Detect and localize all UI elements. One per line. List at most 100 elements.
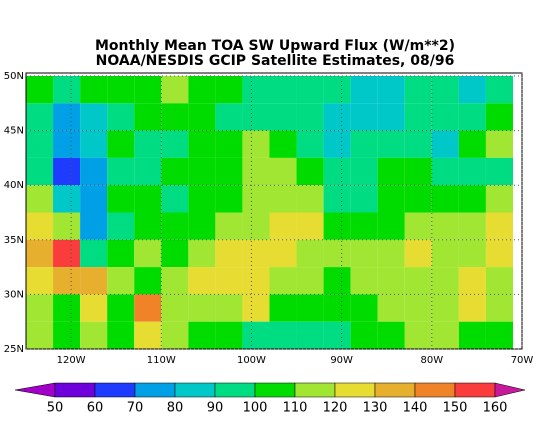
y-tick-label: 35N xyxy=(4,235,24,246)
colorbar-label: 150 xyxy=(443,401,468,416)
flux-cell xyxy=(26,239,54,268)
flux-cell xyxy=(377,103,405,131)
flux-cell xyxy=(377,130,405,158)
flux-cell xyxy=(215,130,243,158)
flux-cell xyxy=(26,76,54,104)
flux-cell xyxy=(269,267,297,295)
flux-cell xyxy=(215,76,243,104)
flux-cell xyxy=(431,294,459,322)
flux-cell xyxy=(458,157,486,186)
flux-cell xyxy=(431,212,459,240)
flux-cell xyxy=(269,212,297,240)
flux-cell xyxy=(404,212,432,240)
flux-cell xyxy=(296,321,324,349)
flux-cell xyxy=(134,185,162,213)
flux-cell xyxy=(188,294,216,322)
flux-cell xyxy=(53,76,81,104)
flux-cell xyxy=(485,185,513,213)
flux-cell xyxy=(107,185,135,213)
flux-cell xyxy=(26,157,54,186)
flux-cell xyxy=(107,239,135,268)
flux-cell xyxy=(134,294,162,322)
flux-cell xyxy=(188,321,216,349)
flux-cell xyxy=(242,212,270,240)
flux-cell xyxy=(26,212,54,240)
flux-cell xyxy=(188,212,216,240)
flux-cell xyxy=(26,294,54,322)
flux-cell xyxy=(404,239,432,268)
colorbar-box xyxy=(174,382,216,398)
flux-cell xyxy=(431,130,459,158)
flux-cell xyxy=(134,103,162,131)
flux-cell xyxy=(296,157,324,186)
flux-cell xyxy=(215,239,243,268)
flux-cell xyxy=(215,321,243,349)
flux-cell xyxy=(377,321,405,349)
flux-cell xyxy=(323,185,351,213)
flux-cell xyxy=(53,321,81,349)
flux-cell xyxy=(242,267,270,295)
flux-cell xyxy=(296,76,324,104)
flux-cell xyxy=(431,185,459,213)
x-tick-label: 120W xyxy=(57,355,86,366)
flux-cell xyxy=(485,103,513,131)
flux-cell xyxy=(215,294,243,322)
colorbar-label: 60 xyxy=(87,401,104,416)
flux-cell xyxy=(53,294,81,322)
flux-cell xyxy=(350,321,378,349)
colorbar-box xyxy=(414,382,456,398)
flux-cell xyxy=(269,294,297,322)
flux-cell xyxy=(404,76,432,104)
flux-cell xyxy=(134,239,162,268)
flux-cell xyxy=(296,267,324,295)
flux-cell xyxy=(242,185,270,213)
flux-cell xyxy=(107,212,135,240)
y-tick-label: 45N xyxy=(4,126,24,137)
flux-cell xyxy=(323,321,351,349)
flux-cell xyxy=(269,103,297,131)
flux-cell xyxy=(188,130,216,158)
flux-cell xyxy=(404,321,432,349)
flux-cell xyxy=(26,130,54,158)
colorbar-over xyxy=(494,382,526,398)
colorbar-label: 80 xyxy=(167,401,184,416)
flux-cell xyxy=(404,267,432,295)
y-tick-label: 40N xyxy=(4,180,24,191)
flux-cell xyxy=(161,267,189,295)
flux-cell xyxy=(485,321,513,349)
flux-cell xyxy=(431,103,459,131)
flux-cell xyxy=(485,76,513,104)
flux-cell xyxy=(404,294,432,322)
flux-cell xyxy=(323,212,351,240)
colorbar-box xyxy=(134,382,176,398)
flux-cell xyxy=(107,157,135,186)
flux-cell xyxy=(431,267,459,295)
flux-cell xyxy=(458,130,486,158)
y-tick-label: 50N xyxy=(4,71,24,82)
flux-cell xyxy=(377,239,405,268)
flux-cell xyxy=(26,321,54,349)
flux-cell xyxy=(485,212,513,240)
flux-cell xyxy=(53,130,81,158)
flux-cell xyxy=(458,185,486,213)
flux-cell xyxy=(215,212,243,240)
flux-cell xyxy=(269,157,297,186)
flux-cell xyxy=(242,239,270,268)
flux-cell xyxy=(80,76,108,104)
flux-cell xyxy=(134,267,162,295)
flux-cell xyxy=(431,321,459,349)
flux-cell xyxy=(242,103,270,131)
flux-cell xyxy=(26,185,54,213)
x-tick-label: 80W xyxy=(421,355,444,366)
flux-cell xyxy=(53,267,81,295)
flux-cell xyxy=(485,294,513,322)
y-tick-label: 30N xyxy=(4,289,24,300)
flux-cell xyxy=(80,130,108,158)
x-tick-label: 110W xyxy=(147,355,176,366)
flux-cell xyxy=(323,239,351,268)
flux-cell xyxy=(26,267,54,295)
chart-title: Monthly Mean TOA SW Upward Flux (W/m**2) xyxy=(95,38,455,54)
flux-cell xyxy=(215,267,243,295)
flux-cell xyxy=(458,212,486,240)
